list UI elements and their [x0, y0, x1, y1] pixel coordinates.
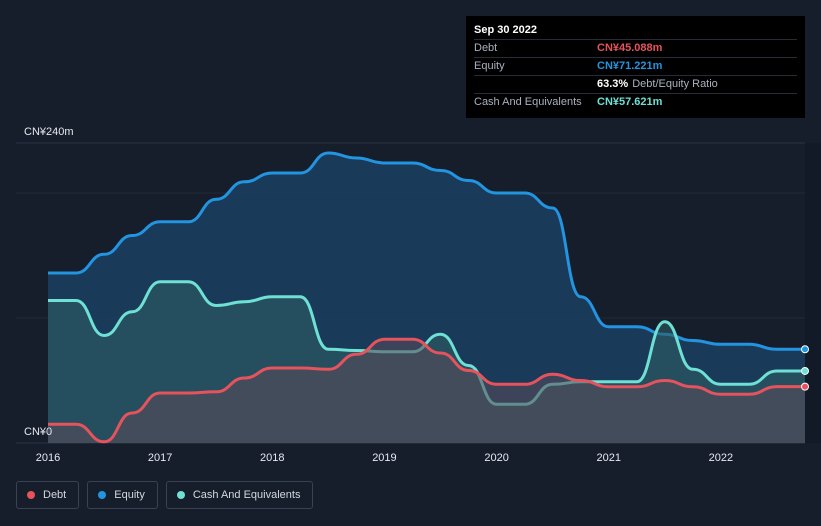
- legend-item-debt[interactable]: Debt: [16, 481, 80, 509]
- x-tick-label-2017: 2017: [148, 452, 172, 464]
- tooltip-debt-label: Debt: [474, 42, 498, 54]
- cash-dot-icon: [176, 491, 185, 499]
- cash-end-point[interactable]: [801, 366, 809, 375]
- x-tick-label-2020: 2020: [484, 452, 508, 464]
- legend-label-cash: Cash And Equivalents: [192, 489, 301, 501]
- tooltip-date: Sep 30 2022: [474, 24, 537, 36]
- y-axis-top-label: CN¥240m: [24, 126, 74, 138]
- tooltip-equity-label: Equity: [474, 60, 505, 72]
- chart-legend: Debt Equity Cash And Equivalents: [16, 481, 321, 509]
- x-tick-label-2021: 2021: [596, 452, 620, 464]
- tooltip-ratio-label: Debt/Equity Ratio: [632, 78, 718, 90]
- x-tick-label-2018: 2018: [260, 452, 284, 464]
- equity-dot-icon: [98, 491, 107, 499]
- debt-end-point[interactable]: [801, 382, 809, 391]
- debt-line: [48, 337, 805, 444]
- tooltip-ratio-value: 63.3%: [597, 78, 629, 90]
- tooltip-row-debt: Debt CN¥45.088m: [474, 39, 797, 57]
- future-shade: [805, 143, 821, 443]
- legend-label-equity: Equity: [114, 489, 145, 501]
- cash-line: [48, 280, 805, 406]
- debt-area: [48, 339, 805, 443]
- x-tick-label-2019: 2019: [372, 452, 396, 464]
- tooltip-row-equity: Equity CN¥71.221m: [474, 57, 797, 75]
- tooltip-cash-label: Cash And Equivalents: [474, 96, 582, 108]
- y-axis-bottom-label: CN¥0: [24, 426, 52, 438]
- tooltip-row-ratio: 63.3% Debt/Equity Ratio: [474, 75, 797, 93]
- tooltip-row-cash: Cash And Equivalents CN¥57.621m: [474, 93, 797, 111]
- equity-end-point[interactable]: [801, 345, 809, 354]
- tooltip-panel: Sep 30 2022 Debt CN¥45.088m Equity CN¥71…: [466, 16, 805, 118]
- legend-label-debt: Debt: [43, 489, 67, 501]
- legend-item-cash[interactable]: Cash And Equivalents: [165, 481, 314, 509]
- tooltip-debt-value: CN¥45.088m: [597, 42, 663, 54]
- x-tick-label-2016: 2016: [36, 452, 60, 464]
- x-tick-label-2022: 2022: [709, 452, 733, 464]
- tooltip-cash-value: CN¥57.621m: [597, 96, 663, 108]
- debt-dot-icon: [27, 491, 35, 499]
- legend-item-equity[interactable]: Equity: [87, 481, 158, 509]
- tooltip-equity-value: CN¥71.221m: [597, 60, 663, 72]
